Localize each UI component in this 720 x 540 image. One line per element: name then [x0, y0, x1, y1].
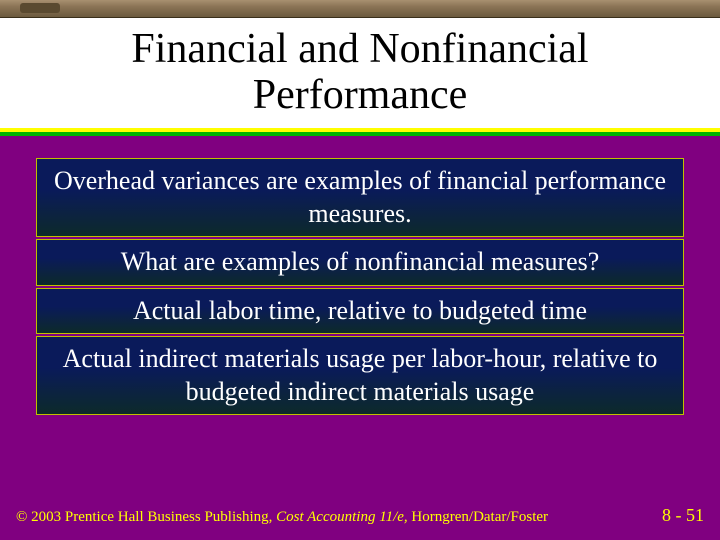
underline-green [0, 132, 720, 136]
content-box: Overhead variances are examples of finan… [36, 158, 684, 237]
footer-authors: Horngren/Datar/Foster [408, 509, 548, 525]
footer-book-title: Cost Accounting 11/e, [276, 509, 408, 525]
content-box: Actual indirect materials usage per labo… [36, 336, 684, 415]
content-box: Actual labor time, relative to budgeted … [36, 288, 684, 335]
footer: © 2003 Prentice Hall Business Publishing… [16, 505, 704, 526]
footer-left: © 2003 Prentice Hall Business Publishing… [16, 509, 548, 526]
slide: Financial and Nonfinancial Performance O… [0, 0, 720, 540]
title-underline [0, 128, 720, 136]
top-decoration-bar [0, 0, 720, 18]
content-box: What are examples of nonfinancial measur… [36, 239, 684, 286]
content-area: Overhead variances are examples of finan… [0, 136, 720, 415]
title-area: Financial and Nonfinancial Performance [0, 18, 720, 128]
slide-title: Financial and Nonfinancial Performance [20, 26, 700, 118]
footer-page-number: 8 - 51 [662, 505, 704, 526]
footer-copyright: © 2003 Prentice Hall Business Publishing… [16, 509, 276, 525]
